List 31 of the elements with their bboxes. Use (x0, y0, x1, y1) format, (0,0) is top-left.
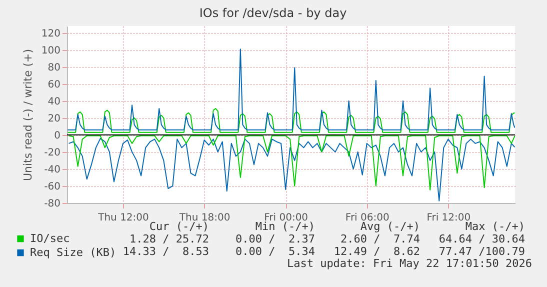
text: Min (-/+) (255, 220, 315, 233)
legend-label: IO/sec (30, 232, 70, 245)
y-tick-label: 20 (48, 113, 60, 124)
y-tick-label: -60 (44, 181, 60, 192)
text: 14.33 / 8.53 (122, 245, 209, 258)
text: 64.64 / 30.64 (438, 232, 526, 246)
y-tick-label: 80 (48, 62, 60, 74)
line-series (68, 138, 515, 202)
text: 2.60 / 7.74 (340, 232, 420, 246)
y-tick-label: 120 (41, 28, 60, 40)
line-series (67, 108, 515, 133)
y-tick-label: 100 (41, 45, 60, 56)
y-axis-title: Units read (-) / write (+) (21, 48, 34, 182)
text: Cur (-/+) (149, 220, 209, 233)
y-tick-label: -80 (44, 198, 60, 210)
chart-title: IOs for /dev/sda - by day (199, 6, 347, 20)
text: 12.49 / 8.62 (334, 245, 420, 258)
text: 0.00 / 2.37 (236, 232, 315, 246)
y-tick-label: 0 (54, 130, 60, 142)
x-tick-label: Thu 12:00 (97, 212, 149, 224)
line-series (67, 48, 515, 130)
text: 77.47 /100.79 (438, 245, 525, 258)
y-tick-label: -40 (44, 164, 60, 176)
text: 0.00 / 5.34 (236, 245, 316, 258)
y-tick-label: 60 (48, 79, 60, 90)
y-tick-label: -20 (44, 147, 60, 158)
line-series (68, 135, 515, 190)
y-tick-label: 40 (48, 96, 60, 108)
text: Last update: Fri May 22 17:01:50 2026 (286, 257, 532, 270)
legend-label: Req Size (KB) (30, 246, 116, 259)
text: 1.28 / 25.72 (130, 232, 209, 246)
